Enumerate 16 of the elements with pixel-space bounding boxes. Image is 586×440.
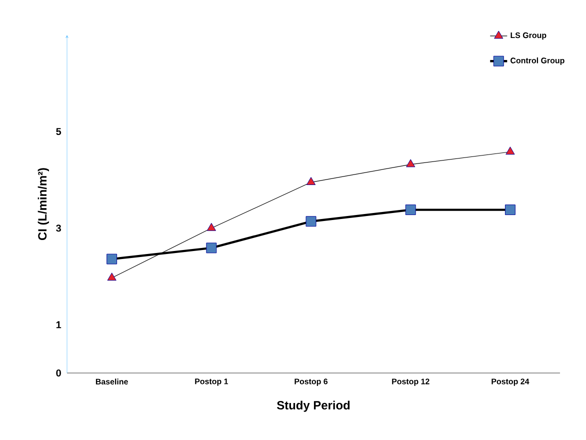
y-axis-title: CI (L/min/m²) [38,168,49,240]
x-axis-title: Study Period [276,400,350,412]
y-tick-label: 0 [56,369,61,377]
point [206,222,216,231]
point [406,159,416,168]
point [206,242,217,254]
point [106,254,118,264]
point [506,146,515,155]
point [405,204,416,216]
y-tick-label: 1 [56,321,62,328]
point [107,272,116,281]
point [306,216,316,227]
point [306,177,316,186]
point [504,204,516,216]
y-tick-label: 3 [56,224,61,232]
y-tick-label: 5 [56,128,62,136]
